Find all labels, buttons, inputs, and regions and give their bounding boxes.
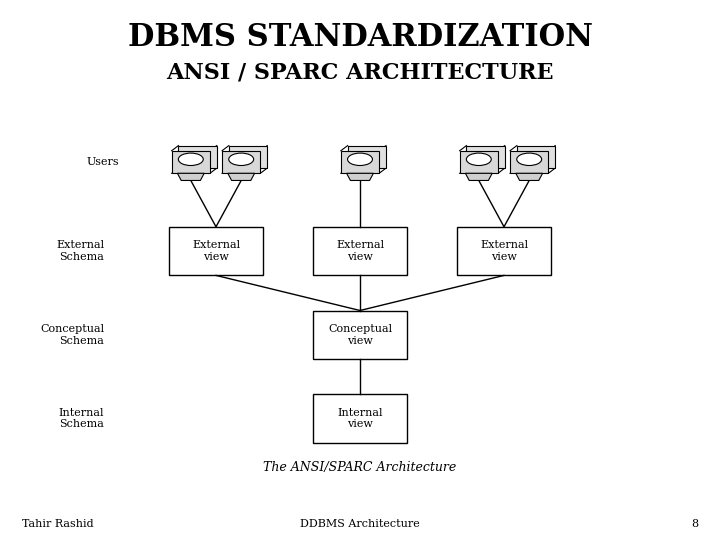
Text: Conceptual
Schema: Conceptual Schema bbox=[40, 324, 104, 346]
Polygon shape bbox=[346, 173, 374, 180]
FancyBboxPatch shape bbox=[313, 310, 407, 359]
Polygon shape bbox=[348, 146, 386, 168]
Text: Users: Users bbox=[86, 157, 119, 167]
Text: Conceptual
view: Conceptual view bbox=[328, 324, 392, 346]
Text: DDBMS Architecture: DDBMS Architecture bbox=[300, 519, 420, 529]
Polygon shape bbox=[171, 151, 210, 173]
Text: Internal
Schema: Internal Schema bbox=[59, 408, 104, 429]
Polygon shape bbox=[341, 151, 379, 173]
Text: External
view: External view bbox=[192, 240, 240, 262]
Polygon shape bbox=[179, 146, 217, 168]
Polygon shape bbox=[516, 173, 543, 180]
Ellipse shape bbox=[229, 153, 253, 165]
Text: The ANSI/SPARC Architecture: The ANSI/SPARC Architecture bbox=[264, 461, 456, 474]
Polygon shape bbox=[510, 151, 549, 173]
Text: External
view: External view bbox=[336, 240, 384, 262]
Text: External
Schema: External Schema bbox=[56, 240, 104, 262]
FancyBboxPatch shape bbox=[313, 394, 407, 443]
Ellipse shape bbox=[348, 153, 372, 165]
Text: Tahir Rashid: Tahir Rashid bbox=[22, 519, 93, 529]
Polygon shape bbox=[467, 146, 505, 168]
Text: Internal
view: Internal view bbox=[337, 408, 383, 429]
Ellipse shape bbox=[517, 153, 541, 165]
Polygon shape bbox=[222, 151, 261, 173]
Ellipse shape bbox=[467, 153, 491, 165]
Polygon shape bbox=[517, 146, 555, 168]
Text: 8: 8 bbox=[691, 519, 698, 529]
Polygon shape bbox=[465, 173, 492, 180]
Text: ANSI / SPARC ARCHITECTURE: ANSI / SPARC ARCHITECTURE bbox=[166, 62, 554, 84]
Polygon shape bbox=[228, 173, 255, 180]
FancyBboxPatch shape bbox=[313, 227, 407, 275]
FancyBboxPatch shape bbox=[169, 227, 263, 275]
Polygon shape bbox=[459, 151, 498, 173]
Text: DBMS STANDARDIZATION: DBMS STANDARDIZATION bbox=[127, 22, 593, 53]
FancyBboxPatch shape bbox=[457, 227, 551, 275]
Ellipse shape bbox=[179, 153, 203, 165]
Polygon shape bbox=[177, 173, 204, 180]
Polygon shape bbox=[229, 146, 267, 168]
Text: External
view: External view bbox=[480, 240, 528, 262]
